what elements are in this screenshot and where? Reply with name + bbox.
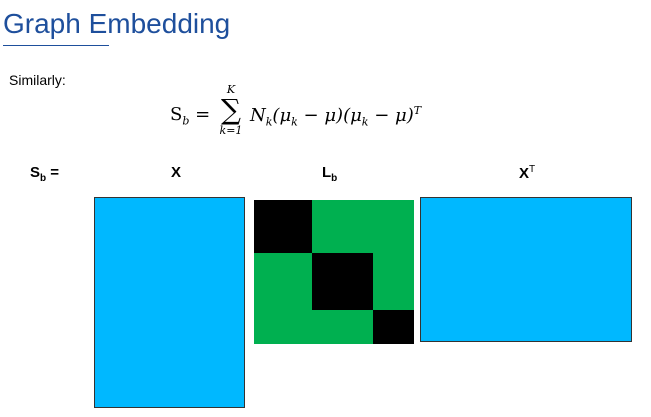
intro-text: Similarly: bbox=[9, 72, 66, 88]
matrix-lb bbox=[254, 200, 414, 344]
summation-symbol: ∑ bbox=[221, 93, 241, 126]
label-sb: Sb = bbox=[30, 164, 60, 184]
label-lb: Lb bbox=[322, 164, 338, 184]
matrix-xt bbox=[420, 197, 632, 342]
formula-rhs: Nk(μk − μ)(μk − μ)T bbox=[250, 104, 422, 129]
summation-lower-limit: k=1 bbox=[219, 124, 243, 137]
lb-block-3 bbox=[373, 310, 414, 344]
title-underline bbox=[3, 45, 109, 46]
lb-block-1 bbox=[254, 200, 312, 253]
slide-title: Graph Embedding bbox=[3, 8, 231, 39]
label-x: X bbox=[171, 164, 182, 181]
label-xt: XT bbox=[519, 164, 536, 182]
lb-block-2 bbox=[312, 253, 373, 310]
summation: K ∑ k=1 bbox=[216, 84, 246, 138]
formula-lhs: Sb = bbox=[170, 104, 211, 128]
summation-upper-limit: K bbox=[226, 83, 236, 96]
matrix-x bbox=[94, 197, 245, 408]
